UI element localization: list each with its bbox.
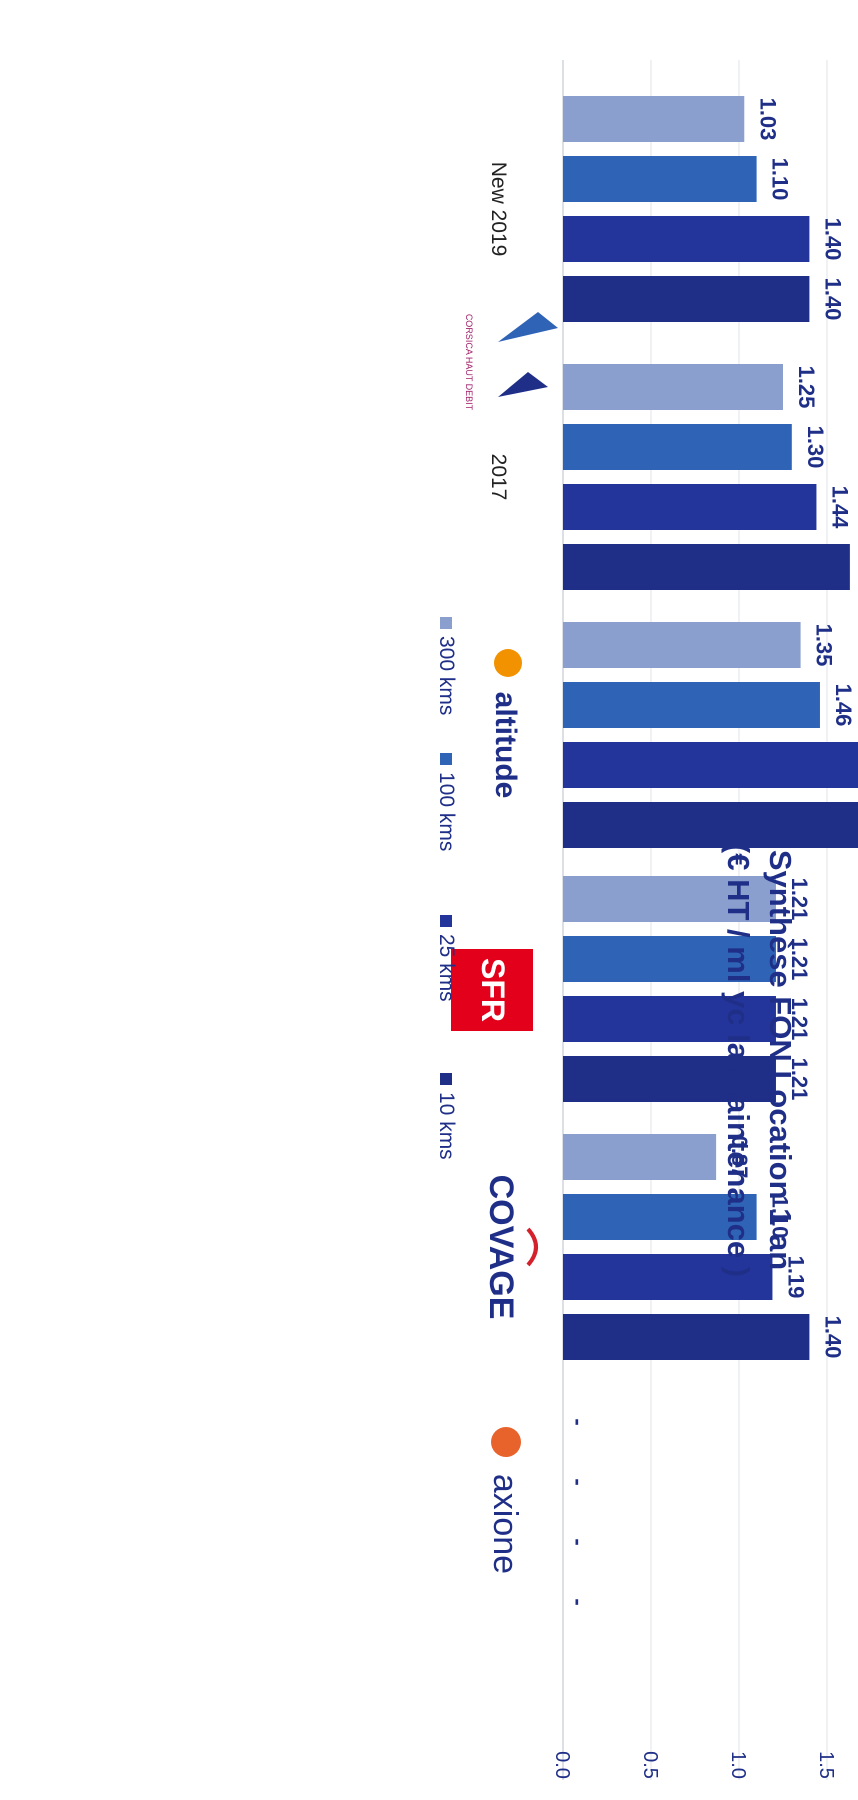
legend-swatch — [440, 753, 452, 765]
bar — [562, 622, 801, 668]
data-label: 1.21 — [787, 878, 812, 921]
axione-logo-mark — [491, 1427, 521, 1457]
axione-logo: axione — [486, 1474, 524, 1574]
chart-subtitle: (€ HT / ml yc la maintenance ) — [721, 843, 756, 1277]
bar — [562, 876, 776, 922]
sfr-logo: SFR — [475, 958, 511, 1022]
bar — [563, 742, 858, 788]
data-label: 1.19 — [783, 1256, 808, 1299]
bar — [562, 484, 817, 530]
corsica-logo-sail — [498, 372, 548, 397]
legend: 10 kms 25 kms 100 kms 300 kms — [435, 617, 458, 1160]
category-labels: 2017 New 2019 — [487, 162, 510, 501]
bar — [563, 276, 810, 322]
bars — [562, 96, 858, 1360]
y-tick-label: 1.5 — [815, 1751, 837, 1779]
bar — [563, 96, 745, 142]
legend-label: 300 kms — [435, 636, 458, 715]
legend-label: 100 kms — [435, 772, 458, 851]
altitude-logo: altitude — [489, 692, 522, 799]
y-tick-label: 1.0 — [727, 1751, 749, 1779]
data-labels: ----1.401.191.100.871.211.211.211.211.80… — [566, 98, 856, 1606]
bar — [562, 936, 776, 982]
data-label: 1.25 — [794, 366, 819, 409]
data-label: 0.87 — [727, 1136, 752, 1179]
chart-rotated-plot: 0.00.51.01.52.02.53.0 ----1.401.191.100.… — [435, 60, 858, 1780]
data-label: 1.40 — [820, 278, 845, 321]
data-label: - — [566, 1478, 591, 1485]
data-label: 1.44 — [827, 486, 852, 530]
category-label: New 2019 — [487, 162, 510, 257]
logos: axione COVAGE SFR altitude CORSICA HAUT DEBI… — [451, 312, 558, 1574]
bar — [563, 1254, 773, 1300]
legend-swatch — [440, 1073, 452, 1085]
y-tick-label: 0.0 — [551, 1751, 573, 1779]
bar — [562, 544, 850, 590]
corsica-logo-sail — [498, 312, 558, 342]
data-label: 1.35 — [812, 624, 837, 667]
chart-title: Synthèse FON Location 1 an — [763, 850, 798, 1270]
data-label: 1.03 — [755, 98, 780, 141]
data-label: 1.21 — [787, 938, 812, 981]
y-tick-label: 0.5 — [639, 1751, 661, 1779]
data-label: - — [566, 1538, 591, 1545]
data-label: - — [566, 1598, 591, 1605]
legend-swatch — [440, 915, 452, 927]
data-label: 1.10 — [768, 1196, 793, 1239]
bar — [563, 802, 858, 848]
y-axis-ticks: 0.00.51.01.52.02.53.0 — [551, 1751, 837, 1779]
data-label: - — [566, 1418, 591, 1425]
data-label: 1.30 — [803, 426, 828, 469]
bar — [563, 216, 810, 262]
bar — [563, 364, 783, 410]
data-label: 1.21 — [787, 998, 812, 1041]
legend-label: 25 kms — [435, 934, 458, 1002]
data-label: 1.46 — [831, 684, 856, 727]
bar — [562, 1194, 757, 1240]
sfr-logo-box — [451, 949, 533, 1031]
bar — [563, 424, 792, 470]
category-label: 2017 — [487, 454, 510, 501]
bar — [563, 682, 820, 728]
bar — [563, 1134, 717, 1180]
legend-label: 10 kms — [435, 1092, 458, 1160]
bar — [562, 156, 757, 202]
corsica-logo: CORSICA HAUT DEBIT — [464, 314, 474, 411]
data-label: 1.40 — [820, 218, 845, 261]
data-label: 1.10 — [768, 158, 793, 201]
bar — [563, 1314, 810, 1360]
data-label: 1.40 — [820, 1316, 845, 1359]
data-label: 1.21 — [787, 1058, 812, 1101]
covage-logo: COVAGE — [482, 1175, 520, 1320]
bar — [562, 996, 776, 1042]
legend-swatch — [440, 617, 452, 629]
bar — [562, 1056, 776, 1102]
altitude-logo-mark — [494, 649, 522, 677]
covage-logo-arc — [526, 1227, 538, 1267]
